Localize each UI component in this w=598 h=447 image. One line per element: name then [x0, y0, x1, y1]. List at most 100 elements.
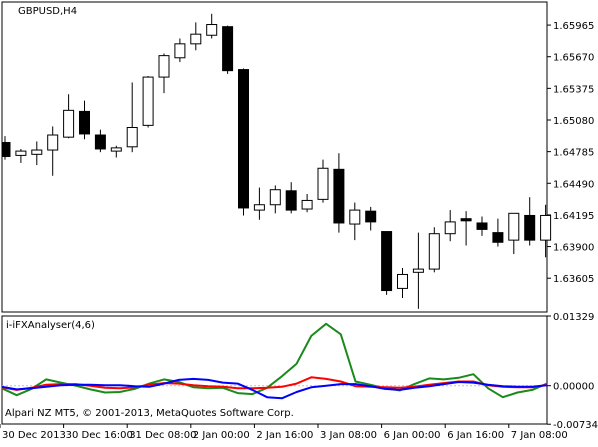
time-tick-label: 6 Jan 16:00 — [447, 430, 504, 441]
candle — [190, 22, 202, 51]
candle-body-bull — [126, 127, 138, 148]
time-tick-label: 7 Jan 08:00 — [511, 430, 568, 441]
candle-body-bull — [31, 149, 43, 155]
time-tick-label: 2 Jan 00:00 — [193, 430, 250, 441]
indicator-line-3 — [1, 377, 548, 400]
candle-body-bull — [190, 33, 202, 45]
time-tick-label: 30 Dec 2013 — [2, 430, 66, 441]
candle — [540, 204, 552, 258]
candle — [476, 216, 488, 236]
candle — [397, 268, 408, 299]
candle-body-bull — [158, 55, 170, 78]
price-tick-label: 1.65080 — [553, 116, 594, 127]
price-pane-frame[interactable] — [1, 1, 548, 313]
candle-body-bear — [333, 168, 345, 224]
candle-body-bull — [269, 189, 281, 206]
time-tick-label: 3 Jan 08:00 — [320, 430, 377, 441]
candle-body-bull — [444, 221, 456, 235]
candle — [333, 153, 345, 233]
candle — [381, 231, 393, 295]
candle-body-bear — [79, 110, 90, 135]
candle — [142, 76, 154, 128]
indicator-tick-label: 0.00000 — [553, 382, 594, 393]
candle — [285, 182, 297, 214]
candle — [428, 227, 440, 273]
candle — [2, 136, 11, 160]
indicator-pane-frame[interactable] — [1, 315, 548, 425]
candle-body-bear — [94, 134, 106, 150]
candle-body-bear — [492, 232, 504, 243]
candle — [492, 218, 504, 247]
price-tick-label: 1.63605 — [553, 274, 594, 285]
candle — [365, 206, 377, 231]
candle-body-bear — [285, 190, 297, 211]
candle-body-bull — [47, 134, 59, 151]
price-tick-label: 1.63900 — [553, 243, 594, 254]
candle-body-bull — [508, 212, 520, 241]
candle — [444, 210, 456, 242]
time-tick-label: 2 Jan 16:00 — [256, 430, 313, 441]
candle — [317, 159, 329, 203]
price-tick-label: 1.65375 — [553, 84, 594, 95]
candle — [15, 148, 27, 163]
candle — [110, 145, 122, 158]
candle — [94, 129, 106, 153]
indicator-tick-label: 0.01329 — [553, 312, 594, 323]
candle-body-bear — [2, 142, 11, 157]
candle-body-bull — [110, 147, 122, 152]
candle — [126, 82, 138, 153]
candle-body-bear — [365, 210, 377, 223]
candle — [269, 185, 281, 214]
candle — [508, 212, 520, 255]
candle — [238, 68, 249, 216]
candle — [158, 53, 170, 94]
candle-body-bear — [381, 231, 393, 292]
price-tick-label: 1.64785 — [553, 148, 594, 159]
candle-body-bear — [238, 69, 249, 209]
candle — [301, 194, 313, 213]
candle-body-bear — [524, 214, 536, 241]
candle-body-bull — [15, 150, 27, 156]
copyright-text: Alpari NZ MT5, © 2001-2013, MetaQuotes S… — [5, 408, 294, 419]
candle — [174, 38, 186, 63]
time-tick-label: 31 Dec 08:00 — [129, 430, 196, 441]
candle — [253, 187, 265, 220]
candle-body-bear — [476, 222, 488, 230]
candle-body-bear — [460, 218, 472, 222]
indicator-line-1 — [1, 322, 548, 399]
indicator-tick-label: -0.00734 — [553, 420, 598, 431]
candle — [79, 100, 90, 140]
candle — [460, 211, 472, 246]
candle — [412, 232, 424, 309]
indicator-title: i-iFXAnalyser(4,6) — [6, 320, 95, 331]
price-tick-label: 1.64195 — [553, 211, 594, 222]
candle-body-bull — [397, 273, 408, 289]
candle-body-bull — [63, 109, 75, 138]
time-tick-label: 6 Jan 00:00 — [384, 430, 441, 441]
indicator-series — [1, 322, 548, 400]
candle — [206, 13, 218, 39]
candle — [222, 25, 234, 74]
candle — [31, 141, 43, 166]
price-axis: 1.65965 1.65670 1.65375 1.65080 1.64785 1.644… — [547, 21, 594, 285]
candle — [524, 197, 536, 246]
time-tick-label: 30 Dec 16:00 — [66, 430, 133, 441]
candle-body-bull — [412, 268, 424, 273]
candle-body-bear — [222, 26, 234, 72]
candle-body-bull — [253, 204, 265, 211]
candle-body-bull — [317, 167, 329, 200]
candle-body-bull — [142, 76, 154, 126]
price-tick-label: 1.65670 — [553, 53, 594, 64]
candle — [47, 126, 59, 176]
candle — [349, 202, 361, 241]
candlestick-series — [2, 13, 552, 309]
candle-body-bull — [174, 43, 186, 59]
candle-body-bull — [301, 199, 313, 210]
candle-body-bull — [349, 209, 361, 225]
candle-body-bull — [540, 214, 552, 241]
price-tick-label: 1.65965 — [553, 21, 594, 32]
indicator-axis: 0.01329 0.00000 -0.00734 — [2, 312, 598, 431]
